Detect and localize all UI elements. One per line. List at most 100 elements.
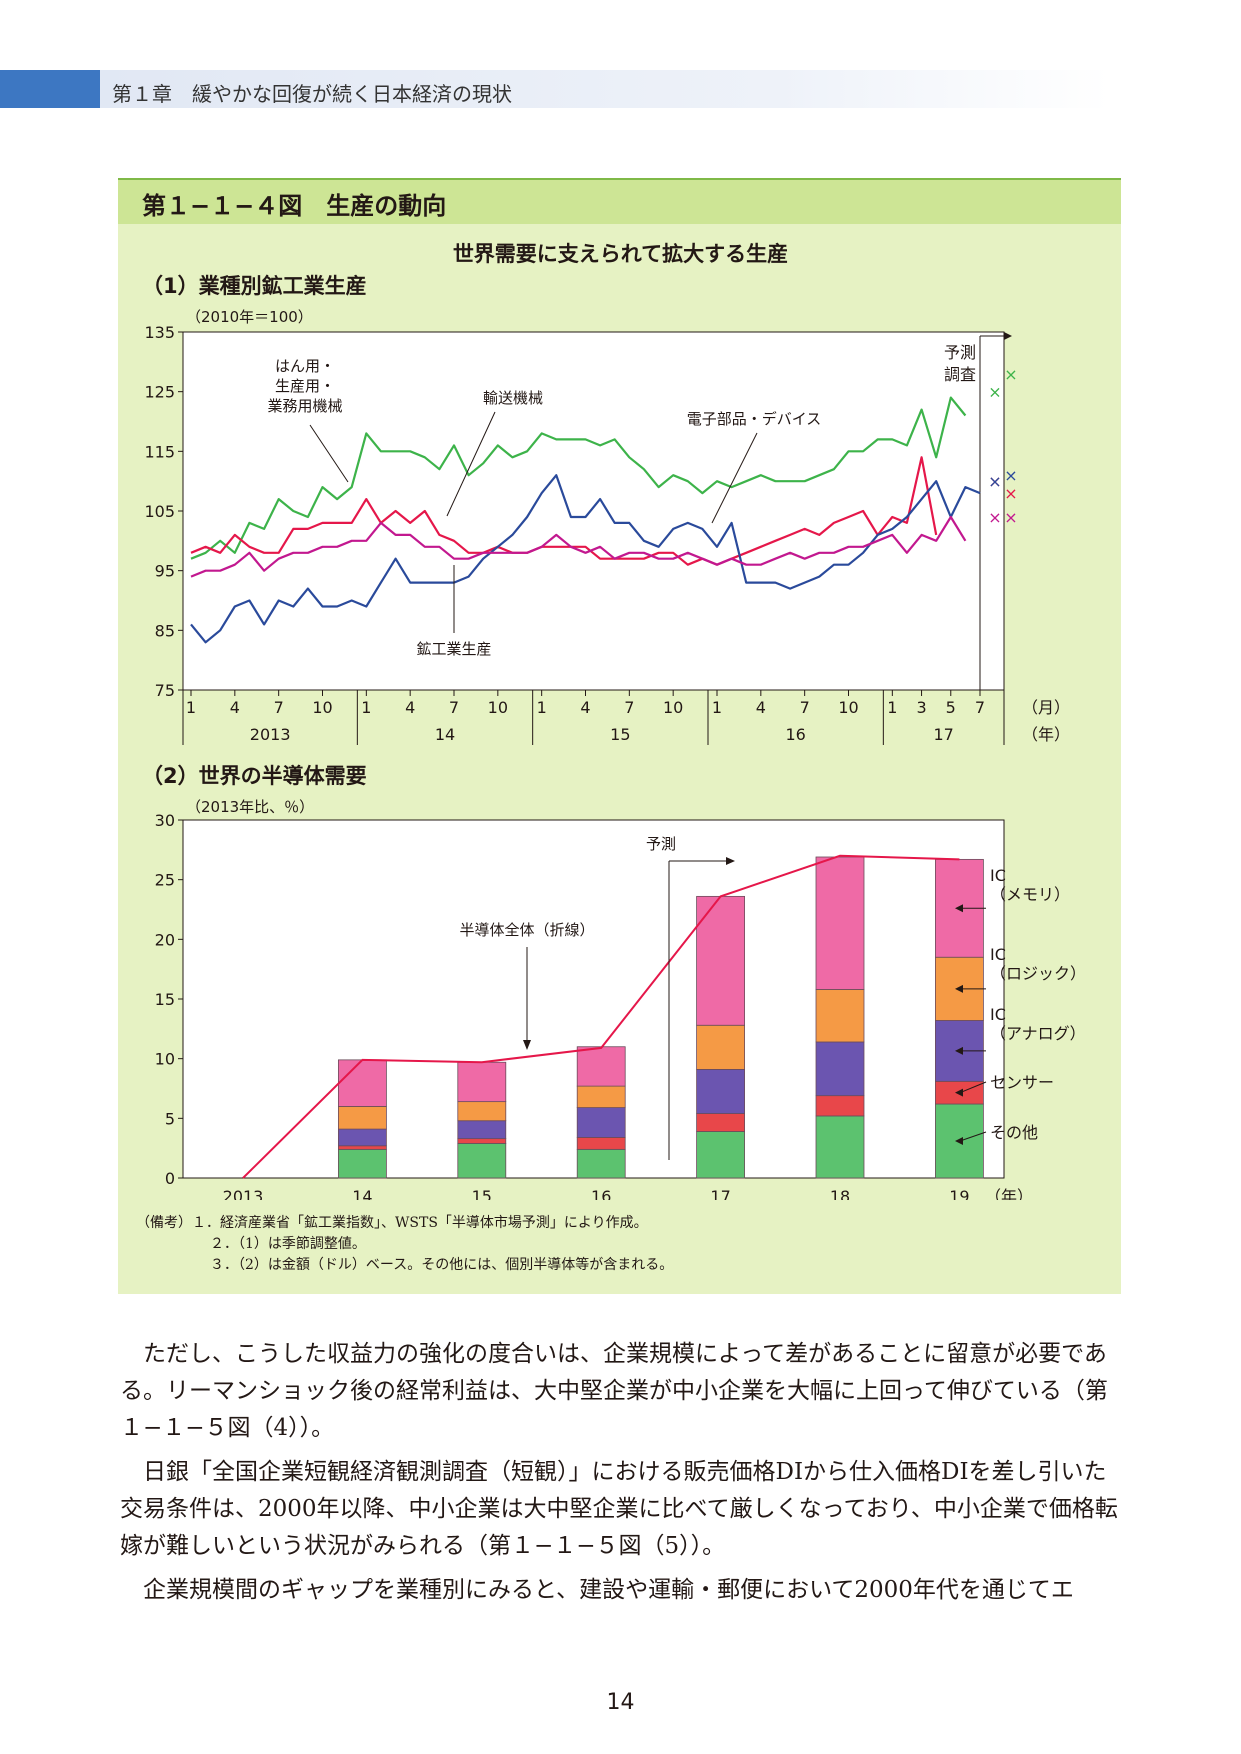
chart1-ytick-label: 115 <box>144 442 175 461</box>
chart1-month-label: 10 <box>312 698 332 717</box>
chart2-legend-label: （メモリ） <box>990 885 1070 904</box>
chart2-bar-segment <box>337 1145 387 1150</box>
chart1-ytick-label: 75 <box>155 681 175 700</box>
page-number: 14 <box>606 1690 635 1715</box>
chart1-month-label: 10 <box>663 698 683 717</box>
chart1-month-label: 7 <box>624 698 634 717</box>
chart1-forecast-marker: × <box>988 383 1001 402</box>
chart2-bar-segment <box>696 895 745 1026</box>
chart1-year-unit: （年） <box>1022 725 1070 744</box>
chart2-legend-label: センサー <box>990 1073 1054 1092</box>
chart1-month-label: 4 <box>230 698 240 717</box>
chart2-legend-arrow <box>959 1081 987 1094</box>
figure-title-bar <box>118 178 1121 224</box>
chart2-legend-label: IC <box>990 866 1006 885</box>
chapter-title: 第１章 緩やかな回復が続く日本経済の現状 <box>112 82 512 106</box>
chart2-annotation-arrowhead <box>523 1040 531 1050</box>
body-paragraph-3: 企業規模間のギャップを業種別にみると、建設や運輸・郵便において2000年代を通じ… <box>143 1577 1074 1603</box>
note-2: ２．（1）は季節調整値。 <box>210 1236 366 1252</box>
figure-title: 第１−１−４図 生産の動向 <box>142 192 447 220</box>
chart2-bar-segment <box>576 1137 626 1150</box>
chart1-month-label: 7 <box>975 698 985 717</box>
chart2-xtick-label: 15 <box>472 1187 492 1200</box>
chart2-ytick-label: 30 <box>155 811 175 830</box>
chart2-year-unit: （年） <box>985 1187 1033 1200</box>
chart1-month-label: 7 <box>274 698 284 717</box>
chart2-ytick-label: 15 <box>155 990 175 1009</box>
chart1-forecast-marker: × <box>1004 508 1017 527</box>
chart2-legend-arrowhead <box>955 1046 963 1055</box>
chart1-ytick-label: 135 <box>144 323 175 342</box>
chart2-bar-segment <box>337 1059 387 1107</box>
chart1-forecast-label: 予測 <box>944 343 976 362</box>
chart2-legend-label: その他 <box>990 1123 1038 1142</box>
chart2-bar-segment <box>457 1120 507 1140</box>
chart2-bar-segment <box>696 1113 745 1132</box>
chart1-month-label: 4 <box>405 698 415 717</box>
chart1-month-label: 3 <box>916 698 926 717</box>
chart2-legend-label: （ロジック） <box>990 964 1086 983</box>
chart2-legend-arrowhead <box>955 904 963 913</box>
chart2-xtick-label: 2013 <box>223 1187 264 1200</box>
chart2-bar-segment <box>457 1101 507 1122</box>
note-1: （備考）１．経済産業省「鉱工業指数」、WSTS「半導体市場予測」により作成。 <box>136 1215 648 1231</box>
chart2-legend-label: （アナログ） <box>990 1024 1086 1043</box>
chart2-bar-segment <box>815 989 865 1043</box>
chart2-forecast-arrowhead <box>726 857 735 865</box>
chart1-series-line <box>190 474 981 644</box>
chart2-bar-segment <box>696 1069 745 1114</box>
chart2-ytick-label: 5 <box>165 1109 175 1128</box>
chart2-bar-segment <box>815 1115 865 1179</box>
chart2-bar-segment <box>337 1148 387 1179</box>
chart2-legend-label: IC <box>990 945 1006 964</box>
chart1-annotation-arrow <box>711 432 758 524</box>
chart2-bar-segment <box>576 1046 626 1087</box>
chart1-annotation-machinery: はん用・ <box>275 357 335 375</box>
chart1-annotation-machinery: 生産用・ <box>275 377 335 395</box>
chart2-bar-segment <box>576 1148 626 1179</box>
chart1-ytick-label: 85 <box>155 621 175 640</box>
chart1-series-line <box>190 456 938 566</box>
chart1-ytick-label: 95 <box>155 562 175 581</box>
body-paragraph-2: 日銀「全国企業短観経済観測調査（短観）」における販売価格DIから仕入価格DIを差… <box>120 1459 1118 1559</box>
chart2-total-annotation: 半導体全体（折線） <box>459 921 594 939</box>
chart1-survey-label: 調査 <box>944 365 976 384</box>
chart2-bar-segment <box>696 1131 745 1179</box>
chart2-legend-arrowhead <box>955 984 963 993</box>
chart2-bar-segment <box>815 1041 865 1097</box>
chart1-month-unit: （月） <box>1022 698 1070 717</box>
chart2-ytick-label: 20 <box>155 930 175 949</box>
chart2-bar-segment <box>815 1095 865 1117</box>
chart2-bar-segment <box>576 1107 626 1138</box>
chart1-unit: （2010年＝100） <box>186 308 313 326</box>
chart2-bar-segment <box>337 1106 387 1130</box>
chart1-year-label: 15 <box>610 725 630 744</box>
chart1-month-label: 7 <box>800 698 810 717</box>
chart1-month-label: 4 <box>580 698 590 717</box>
chart1-forecast-marker: × <box>1004 365 1017 384</box>
chart2-bar-segment <box>337 1128 387 1147</box>
chart2-svg: 0 5 10 15 20 25 30 2013 14 15 16 17 18 19 （年） 半導体全体（折線）… <box>155 811 1086 1200</box>
chart2-bar-segment <box>457 1138 507 1144</box>
chart1-ytick-label: 125 <box>144 383 175 402</box>
chart1-forecast-marker: × <box>988 508 1001 527</box>
chart2-ytick-label: 25 <box>155 871 175 890</box>
chart2-forecast-label: 予測 <box>646 835 676 853</box>
chart1-plot-area <box>182 331 1005 691</box>
chart1-forecast-marker: × <box>988 472 1001 491</box>
note-3: ３．（2）は金額（ドル）ベース。その他には、個別半導体等が含まれる。 <box>210 1257 674 1273</box>
chart1-ytick-label: 105 <box>144 502 175 521</box>
chart1-series-line <box>190 515 967 578</box>
chart1-year-label: 17 <box>933 725 953 744</box>
chart1-title: （1）業種別鉱工業生産 <box>142 274 367 298</box>
chart1-month-label: 10 <box>488 698 508 717</box>
chart2-unit: （2013年比、％） <box>186 798 315 816</box>
body-text: ただし、こうした収益力の強化の度合いは、企業規模によって差があることに留意が必要… <box>120 1336 1120 1616</box>
chart1-annotation-total: 鉱工業生産 <box>416 640 491 658</box>
chart1-month-label: 7 <box>449 698 459 717</box>
chart2-legend-label: IC <box>990 1005 1006 1024</box>
chart1-annotation-electronics: 電子部品・デバイス <box>687 410 822 428</box>
chart2-bar-segment <box>815 856 865 990</box>
chart2-xtick-label: 18 <box>830 1187 850 1200</box>
